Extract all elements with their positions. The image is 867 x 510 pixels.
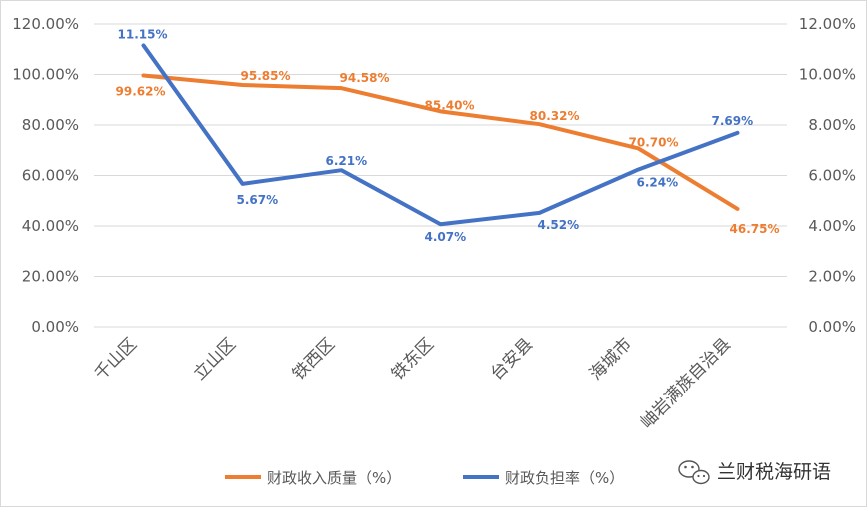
x-tick-label: 立山区 xyxy=(190,334,240,384)
left-tick-label: 60.00% xyxy=(22,167,79,185)
right-tick-label: 6.00% xyxy=(808,167,856,185)
data-label-1-5: 6.24% xyxy=(637,175,679,189)
legend: 财政收入质量（%） 财政负担率（%） xyxy=(225,469,624,487)
left-y-axis: 0.00% 20.00% 40.00% 60.00% 80.00% 100.00% 120.… xyxy=(12,15,79,336)
wechat-icon xyxy=(678,460,710,485)
right-tick-label: 8.00% xyxy=(808,116,856,134)
data-label-0-5: 70.70% xyxy=(629,135,679,149)
left-tick-label: 40.00% xyxy=(22,217,79,235)
watermark: 兰财税海研语 xyxy=(678,460,831,485)
x-tick-label: 海城市 xyxy=(586,334,636,384)
data-label-0-6: 46.75% xyxy=(730,222,780,236)
left-tick-label: 80.00% xyxy=(22,116,79,134)
series-layer xyxy=(141,43,740,227)
series-line-0 xyxy=(141,73,740,211)
x-tick-label: 铁东区 xyxy=(388,334,438,384)
right-tick-label: 2.00% xyxy=(808,268,856,286)
right-tick-label: 0.00% xyxy=(808,318,856,336)
data-label-1-1: 5.67% xyxy=(237,193,279,207)
left-tick-label: 20.00% xyxy=(22,268,79,286)
data-label-0-1: 95.85% xyxy=(241,69,291,83)
x-tick-label: 岫岩满族自治县 xyxy=(637,334,735,432)
x-tick-label: 台安县 xyxy=(487,334,537,384)
x-axis: 千山区 立山区 铁西区 铁东区 台安县 海城市 岫岩满族自治县 xyxy=(91,334,735,432)
data-label-1-3: 4.07% xyxy=(425,230,467,244)
right-tick-label: 4.00% xyxy=(808,217,856,235)
left-tick-label: 120.00% xyxy=(12,15,79,33)
right-tick-label: 12.00% xyxy=(799,15,856,33)
legend-label-revenue-quality: 财政收入质量（%） xyxy=(267,469,401,487)
watermark-text: 兰财税海研语 xyxy=(717,461,831,483)
data-label-1-4: 4.52% xyxy=(538,218,580,232)
data-label-1-2: 6.21% xyxy=(326,154,368,168)
data-labels: 99.62% 95.85% 94.58% 85.40% 80.32% 70.70% 46.7… xyxy=(116,27,780,244)
data-label-1-6: 7.69% xyxy=(712,114,754,128)
x-tick-label: 千山区 xyxy=(91,334,141,384)
series-line-1 xyxy=(141,43,740,227)
x-tick-label: 铁西区 xyxy=(289,334,339,384)
legend-item-revenue-quality: 财政收入质量（%） xyxy=(225,469,401,487)
legend-item-burden-rate: 财政负担率（%） xyxy=(463,469,624,487)
data-label-1-0: 11.15% xyxy=(118,27,168,41)
right-tick-label: 10.00% xyxy=(799,66,856,84)
left-tick-label: 100.00% xyxy=(12,66,79,84)
data-label-0-4: 80.32% xyxy=(530,109,580,123)
right-y-axis: 0.00% 2.00% 4.00% 6.00% 8.00% 10.00% 12.00% xyxy=(799,15,856,336)
left-tick-label: 0.00% xyxy=(31,318,79,336)
data-label-0-2: 94.58% xyxy=(340,71,390,85)
data-label-0-0: 99.62% xyxy=(116,84,166,98)
legend-label-burden-rate: 财政负担率（%） xyxy=(505,469,624,487)
data-label-0-3: 85.40% xyxy=(425,98,475,112)
